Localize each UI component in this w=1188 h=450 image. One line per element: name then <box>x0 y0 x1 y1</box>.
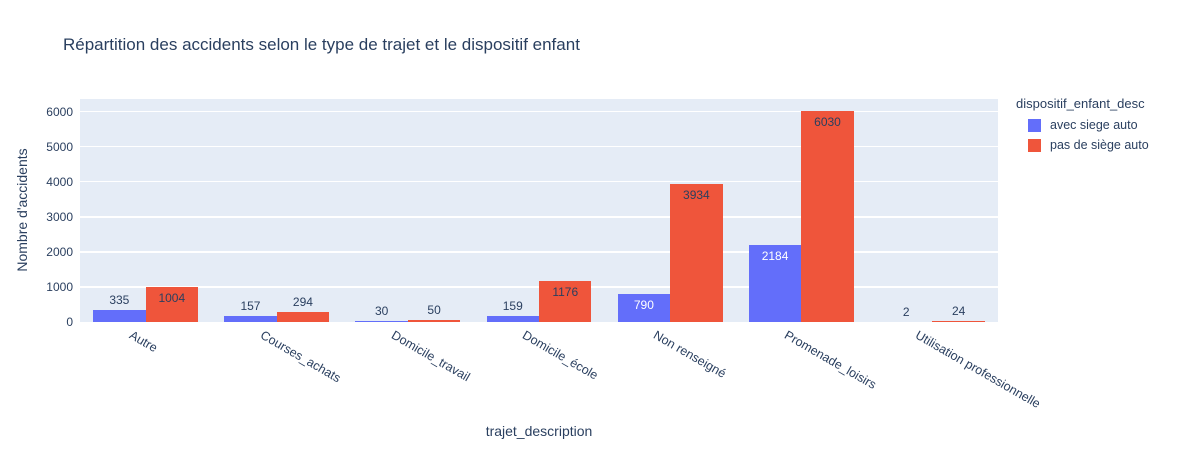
bar[interactable] <box>224 316 277 322</box>
gridline <box>80 145 998 148</box>
bar-value-label: 2 <box>902 304 910 319</box>
y-tick-label: 0 <box>66 315 73 329</box>
bar[interactable] <box>486 316 539 322</box>
y-tick-label: 4000 <box>46 174 73 189</box>
bar[interactable] <box>670 184 723 322</box>
gridline <box>80 110 998 113</box>
bar-value-label: 1004 <box>158 290 186 305</box>
y-tick-label: 2000 <box>46 244 73 259</box>
bar-value-label: 1176 <box>552 284 579 299</box>
legend-title: dispositif_enfant_desc <box>1016 96 1145 111</box>
legend-swatch-icon <box>1028 138 1041 152</box>
y-tick-label: 6000 <box>46 104 73 119</box>
legend-item-avec-siege-auto[interactable]: avec siege auto <box>1016 118 1149 132</box>
chart-title: Répartition des accidents selon le type … <box>63 35 580 54</box>
bar[interactable] <box>276 311 330 322</box>
bar-value-label: 335 <box>109 293 130 308</box>
bar-value-label: 50 <box>427 303 441 318</box>
x-tick-label: Domicile_école <box>520 328 601 383</box>
bar[interactable] <box>932 321 985 322</box>
x-tick-label: Non renseigné <box>651 328 729 381</box>
x-tick-label: Autre <box>126 328 160 356</box>
y-tick-label: 5000 <box>46 139 73 154</box>
y-tick-label: 3000 <box>46 209 73 224</box>
y-tick-label: 1000 <box>46 279 73 294</box>
bar-value-label: 157 <box>240 299 261 314</box>
legend-item-pas-de-siege-auto[interactable]: pas de siège auto <box>1016 138 1149 152</box>
bar-value-label: 790 <box>633 298 654 313</box>
bar-value-label: 6030 <box>814 114 841 129</box>
bar[interactable] <box>617 294 671 322</box>
gridline <box>80 180 998 183</box>
bar[interactable] <box>145 286 199 322</box>
legend-swatch-icon <box>1028 118 1041 132</box>
x-tick-label: Promenade_loisirs <box>782 328 879 392</box>
bar[interactable] <box>539 280 592 322</box>
bar-value-label: 24 <box>951 304 966 319</box>
legend-item-label: pas de siège auto <box>1050 138 1149 152</box>
bar-value-label: 3934 <box>683 188 710 203</box>
bar-value-label: 159 <box>502 299 523 314</box>
gridline <box>80 251 998 253</box>
x-tick-label: Utilisation professionnelle <box>913 328 1044 411</box>
gridline <box>80 216 998 218</box>
bar[interactable] <box>407 320 461 322</box>
x-tick-label: Domicile_travail <box>388 328 473 385</box>
bar-value-label: 30 <box>374 303 389 318</box>
bar[interactable] <box>748 245 802 322</box>
bar[interactable] <box>801 110 854 322</box>
x-axis-title: trajet_description <box>485 423 593 439</box>
bar[interactable] <box>93 310 146 322</box>
bar[interactable] <box>355 320 408 322</box>
bar-value-label: 294 <box>292 294 313 309</box>
x-tick-label: Courses_achats <box>257 328 343 386</box>
legend-item-label: avec siege auto <box>1050 118 1138 132</box>
legend: dispositif_enfant_desc avec siege auto p… <box>1016 96 1149 158</box>
bar-value-label: 2184 <box>761 249 789 264</box>
